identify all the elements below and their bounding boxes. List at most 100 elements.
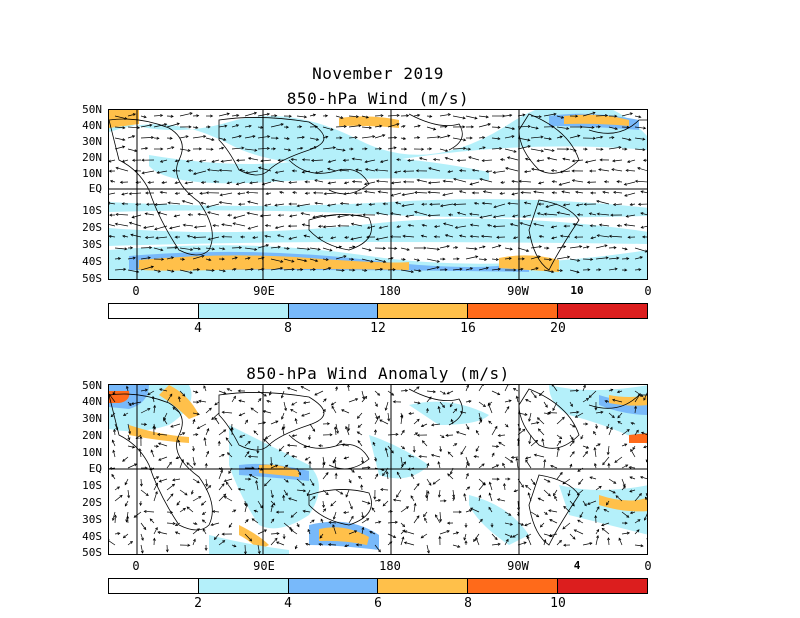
- wind-vector: [524, 170, 532, 173]
- wind-vector: [312, 214, 324, 218]
- wind-vector: [374, 429, 377, 436]
- wind-vector-head: [375, 473, 379, 477]
- wind-vector-head: [406, 114, 410, 118]
- wind-vector-head: [173, 214, 177, 218]
- wind-vector-head: [112, 392, 116, 396]
- wind-vector: [413, 418, 420, 425]
- wind-vector: [328, 159, 337, 163]
- wind-vector-head: [243, 551, 247, 554]
- anomaly-shading-layer: [109, 385, 647, 554]
- wind-vector: [367, 225, 376, 229]
- wind-vector-head: [189, 112, 193, 116]
- wind-vector-head: [436, 259, 441, 263]
- wind-vector-head: [492, 224, 496, 228]
- wind-vector: [630, 449, 636, 458]
- wind-vector: [179, 112, 193, 117]
- wind-vector: [255, 480, 259, 491]
- wind-vector-head: [603, 508, 607, 512]
- wind-vector-head: [525, 459, 529, 463]
- wind-vector: [205, 269, 215, 271]
- wind-vector-head: [482, 190, 487, 194]
- wind-vector: [127, 463, 137, 469]
- wind-vector-head: [385, 470, 389, 475]
- wind-vector-head: [237, 487, 241, 491]
- wind-vector-head: [499, 146, 503, 150]
- wind-vector-head: [417, 401, 421, 405]
- wind-vector-head: [589, 476, 593, 480]
- wind-vector: [527, 536, 532, 546]
- wind-vector: [404, 530, 415, 535]
- wind-vector-head: [469, 136, 473, 140]
- wind-vector: [318, 236, 324, 239]
- wind-vector-head: [272, 147, 277, 151]
- wind-vector: [309, 423, 315, 432]
- wind-vector-head: [320, 518, 324, 522]
- wind-vector-head: [366, 235, 370, 239]
- wind-vector: [517, 145, 531, 150]
- wind-vector-head: [366, 226, 371, 230]
- wind-vector: [413, 503, 416, 513]
- wind-vector: [457, 212, 467, 216]
- wind-vector: [175, 159, 181, 162]
- wind-vector: [226, 481, 233, 491]
- wind-vector-head: [366, 518, 370, 521]
- wind-vector: [114, 486, 120, 491]
- wind-vector-head: [357, 439, 361, 444]
- wind-vector: [517, 500, 520, 510]
- wind-vector: [253, 430, 259, 436]
- wind-vector: [237, 192, 246, 195]
- wind-vector-head: [558, 539, 562, 543]
- wind-vector: [457, 159, 467, 161]
- wind-vector-head: [402, 257, 406, 261]
- wind-vector-head: [405, 214, 409, 218]
- wind-vector-head: [522, 214, 526, 218]
- wind-vector: [387, 521, 398, 524]
- wind-vector: [274, 203, 285, 206]
- wind-vector-head: [612, 190, 617, 194]
- wind-vector-head: [350, 515, 354, 519]
- colorbar-label-8: 8: [284, 321, 292, 336]
- wind-vector: [582, 445, 589, 449]
- wind-vector-head: [638, 492, 642, 497]
- wind-vector: [244, 519, 249, 524]
- wind-vector-head: [576, 410, 580, 414]
- wind-vector: [504, 522, 513, 526]
- wind-vector-head: [390, 181, 395, 185]
- wind-vector-head: [482, 136, 486, 140]
- wind-vector-head: [298, 472, 301, 476]
- wind-vector-head: [643, 397, 647, 401]
- wind-vector: [361, 247, 372, 251]
- wind-vector: [504, 539, 509, 546]
- lon-label-90e-2: 90E: [253, 559, 275, 573]
- wind-vector: [549, 519, 558, 524]
- wind-vector-head: [437, 135, 441, 139]
- wind-vector: [231, 124, 239, 128]
- wind-vector-head: [413, 502, 417, 506]
- wind-vector: [468, 156, 480, 161]
- wind-vector: [616, 181, 623, 183]
- wind-vector: [452, 268, 463, 271]
- wind-vector-head: [381, 468, 385, 472]
- wind-vector-head: [533, 395, 537, 399]
- wind-vector: [374, 390, 380, 396]
- wind-vector-head: [573, 148, 577, 152]
- wind-vector-head: [247, 440, 251, 444]
- wind-vector-head: [471, 191, 475, 195]
- wind-vector: [344, 456, 350, 459]
- wind-vector-head: [223, 429, 227, 433]
- wind-vector-head: [375, 403, 378, 407]
- wind-vector: [328, 521, 337, 524]
- wind-vector-head: [416, 433, 420, 437]
- wind-vector-head: [294, 546, 298, 550]
- wind-vector: [609, 235, 623, 238]
- wind-vector-head: [533, 190, 537, 194]
- wind-vector: [214, 533, 220, 540]
- wind-vector-head: [129, 541, 133, 544]
- wind-vector-head: [266, 399, 270, 403]
- wind-vector: [479, 178, 493, 183]
- wind-vector-head: [418, 157, 423, 160]
- wind-vector-head: [113, 514, 117, 518]
- wind-vector-head: [310, 159, 315, 163]
- wind-vector-head: [341, 443, 345, 447]
- wind-vector-head: [456, 211, 461, 215]
